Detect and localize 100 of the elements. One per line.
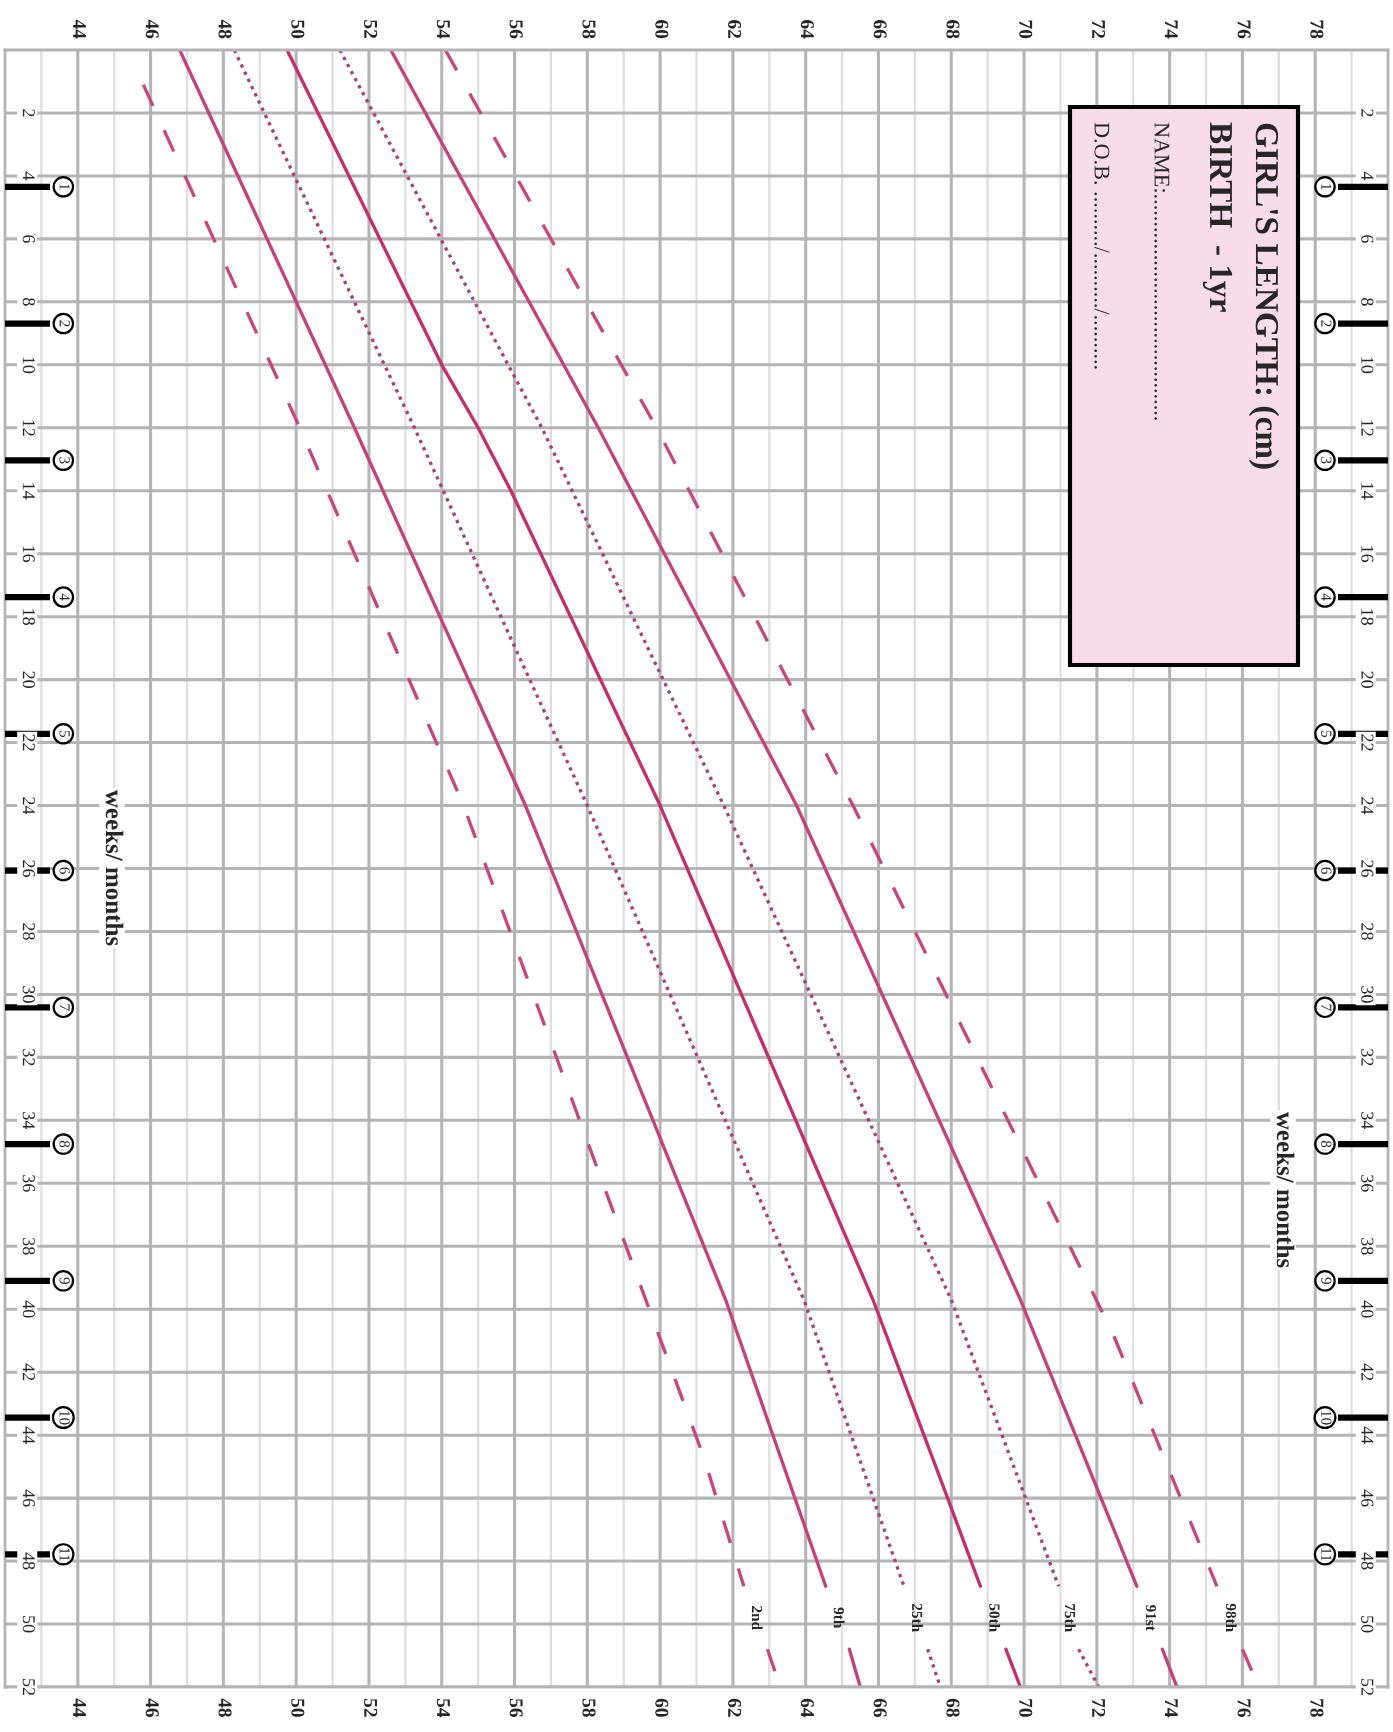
text: 9th: [833, 1607, 845, 1629]
y2-tick-label: 16: [1361, 546, 1374, 563]
annotation: 3: [1321, 457, 1332, 464]
y-tick-label: 24: [22, 797, 35, 815]
text: 75th: [1064, 1604, 1076, 1632]
y2-tick-label: 30: [1361, 986, 1374, 1003]
text: 98th: [1225, 1603, 1237, 1632]
y2-tick-label: 8: [1361, 298, 1374, 306]
x2-tick-label: 76: [1237, 20, 1251, 39]
y-tick-label: 18: [22, 609, 35, 625]
x2-tick-label: 74: [1164, 20, 1178, 39]
y3-tick-label: 8: [59, 1140, 70, 1148]
y-tick-label: 14: [22, 483, 35, 500]
x2-tick-label: 64: [800, 20, 814, 39]
x-tick-label: 50: [291, 1698, 305, 1717]
x2-tick-label: 60: [655, 20, 669, 39]
annotation: 5: [1321, 730, 1332, 738]
annotation: 9: [1321, 1277, 1332, 1285]
y3-tick-label: 7: [59, 1004, 70, 1011]
y2-tick-label: 24: [1361, 797, 1374, 815]
y-tick-label: 44: [22, 1426, 35, 1444]
annotation: 2: [1321, 320, 1332, 327]
annotation: 8: [1321, 1140, 1332, 1148]
text: 91st: [1145, 1605, 1157, 1631]
y-tick-label: 26: [22, 860, 35, 877]
x-tick-label: 68: [946, 1698, 960, 1717]
y-tick-label: 32: [22, 1049, 35, 1066]
text: GIRL'S LENGTH: (cm): [1248, 123, 1280, 469]
x-tick-label: 60: [655, 1698, 669, 1717]
x-tick-label: 70: [1019, 1699, 1033, 1717]
y2-tick-label: 14: [1361, 483, 1374, 500]
y3-tick-label: 6: [59, 867, 70, 874]
y2-tick-label: 26: [1361, 860, 1374, 877]
x2-tick-label: 54: [436, 20, 450, 39]
text: 2nd: [751, 1606, 763, 1630]
x-tick-label: 64: [800, 1698, 814, 1718]
x2-tick-label: 66: [873, 20, 887, 39]
annotation: 7: [1321, 1004, 1332, 1011]
x-tick-label: 74: [1164, 1699, 1178, 1718]
y2-tick-label: 52: [1361, 1679, 1374, 1696]
y-tick-label: 46: [22, 1489, 35, 1507]
y2-tick-label: 28: [1361, 923, 1374, 940]
x2-tick-label: 62: [728, 20, 742, 39]
x2-tick-label: 70: [1019, 20, 1033, 39]
y-tick-label: 52: [22, 1679, 35, 1696]
y2-tick-label: 38: [1361, 1238, 1374, 1255]
y-tick-label: 48: [22, 1552, 35, 1570]
text: 25th: [911, 1603, 923, 1632]
annotation: D.O.B. ........../........../..........: [1094, 122, 1110, 369]
x2-tick-label: 46: [145, 19, 159, 39]
y3-tick-label: 11: [59, 1548, 70, 1561]
y2-tick-label: 40: [1361, 1300, 1374, 1318]
y-tick-label: 16: [22, 546, 35, 563]
x-tick-label: 76: [1237, 1699, 1251, 1717]
y-tick-label: 6: [22, 235, 35, 243]
y2-tick-label: 6: [1361, 235, 1374, 243]
y2-tick-label: 22: [1361, 734, 1374, 751]
x2-tick-label: 58: [582, 20, 596, 39]
y-tick-label: 12: [22, 420, 35, 436]
y2-tick-label: 10: [1361, 357, 1374, 374]
x2-tick-label: 50: [291, 20, 305, 39]
y-tick-label: 4: [22, 171, 35, 181]
annotation: 11: [1321, 1548, 1332, 1561]
x-tick-label: 48: [218, 1698, 232, 1717]
x-tick-label: 52: [364, 1698, 378, 1717]
y2-tick-label: 50: [1361, 1616, 1374, 1633]
text: BIRTH - 1yr: [1202, 122, 1233, 312]
x-tick-label: 56: [509, 1698, 523, 1717]
x-tick-label: 72: [1092, 1699, 1106, 1717]
y2-tick-label: 48: [1361, 1552, 1374, 1570]
y3-tick-label: 9: [59, 1277, 70, 1285]
y2-tick-label: 34: [1361, 1112, 1374, 1130]
y3-tick-label: 10: [59, 1411, 70, 1425]
annotation: weeks/ months: [1276, 1111, 1295, 1268]
x-tick-label: 78: [1310, 1699, 1324, 1717]
y2-tick-label: 32: [1361, 1049, 1374, 1066]
x2-tick-label: 44: [73, 19, 86, 39]
y-tick-label: 2: [22, 109, 35, 117]
y3-tick-label: 2: [59, 320, 70, 327]
y-tick-label: 30: [22, 986, 35, 1003]
annotation: 1: [1321, 184, 1332, 190]
x2-tick-label: 56: [509, 20, 523, 39]
annotation: 4: [1321, 593, 1332, 601]
y2-tick-label: 2: [1361, 109, 1374, 117]
y3-tick-label: 4: [59, 593, 70, 601]
y-tick-label: 50: [22, 1616, 35, 1633]
x-tick-label: 44: [73, 1698, 86, 1718]
y3-tick-label: 1: [59, 184, 70, 190]
y-tick-label: 34: [22, 1112, 35, 1130]
annotation: 6: [1321, 867, 1332, 874]
y2-tick-label: 46: [1361, 1489, 1374, 1507]
x-tick-label: 46: [145, 1698, 159, 1717]
x2-tick-label: 72: [1092, 20, 1106, 39]
x-tick-label: 58: [582, 1698, 596, 1717]
y2-tick-label: 12: [1361, 420, 1374, 436]
y-tick-label: 28: [22, 923, 35, 940]
y-tick-label: 40: [22, 1300, 35, 1318]
y2-tick-label: 36: [1361, 1175, 1374, 1192]
y-tick-label: 8: [22, 298, 35, 306]
y-tick-label: 10: [22, 357, 35, 374]
